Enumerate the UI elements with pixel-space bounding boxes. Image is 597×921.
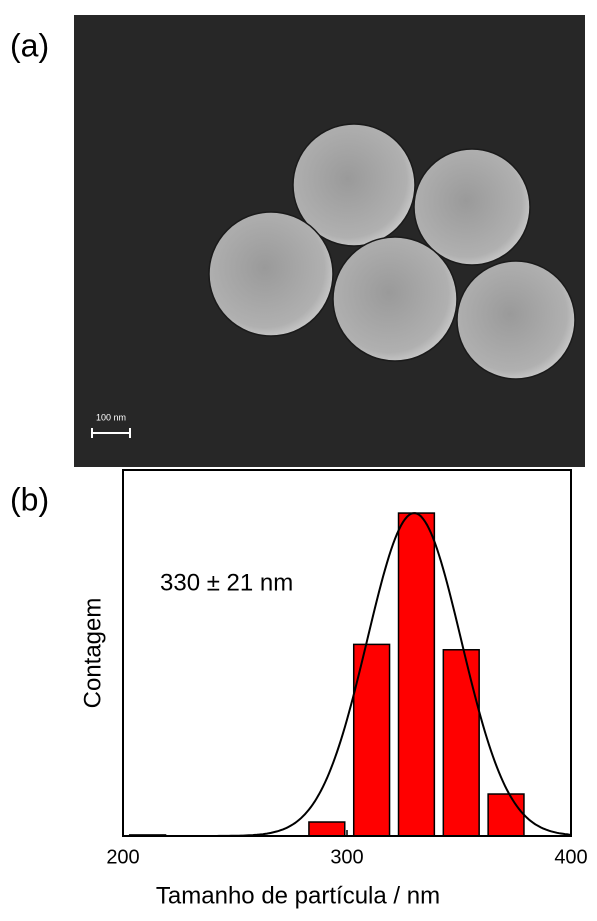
bar bbox=[487, 793, 525, 837]
bar bbox=[442, 649, 480, 837]
particle bbox=[292, 123, 416, 247]
bar bbox=[397, 512, 436, 837]
particle bbox=[456, 260, 576, 380]
x-tick-label: 200 bbox=[106, 846, 139, 868]
x-tick-label: 400 bbox=[554, 846, 587, 868]
panel-label: (b) bbox=[10, 481, 49, 517]
bar bbox=[352, 643, 391, 837]
x-axis-label: Tamanho de partícula / nm bbox=[156, 882, 440, 909]
x-tick-label: 300 bbox=[330, 846, 363, 868]
particle bbox=[413, 148, 531, 266]
scale-bar bbox=[91, 428, 131, 438]
particle bbox=[332, 236, 458, 362]
plot-frame bbox=[122, 469, 572, 837]
bar bbox=[308, 821, 346, 837]
scale-bar-label: 100 nm bbox=[96, 412, 126, 422]
y-axis-label: Contagem bbox=[79, 598, 106, 709]
fit-curve bbox=[123, 512, 572, 837]
panel-label: (a) bbox=[10, 27, 49, 63]
particles bbox=[208, 123, 576, 380]
plot: 200 300 400 bbox=[106, 512, 588, 868]
annotation: 330 ± 21 nm bbox=[160, 569, 293, 596]
particle bbox=[208, 211, 334, 337]
